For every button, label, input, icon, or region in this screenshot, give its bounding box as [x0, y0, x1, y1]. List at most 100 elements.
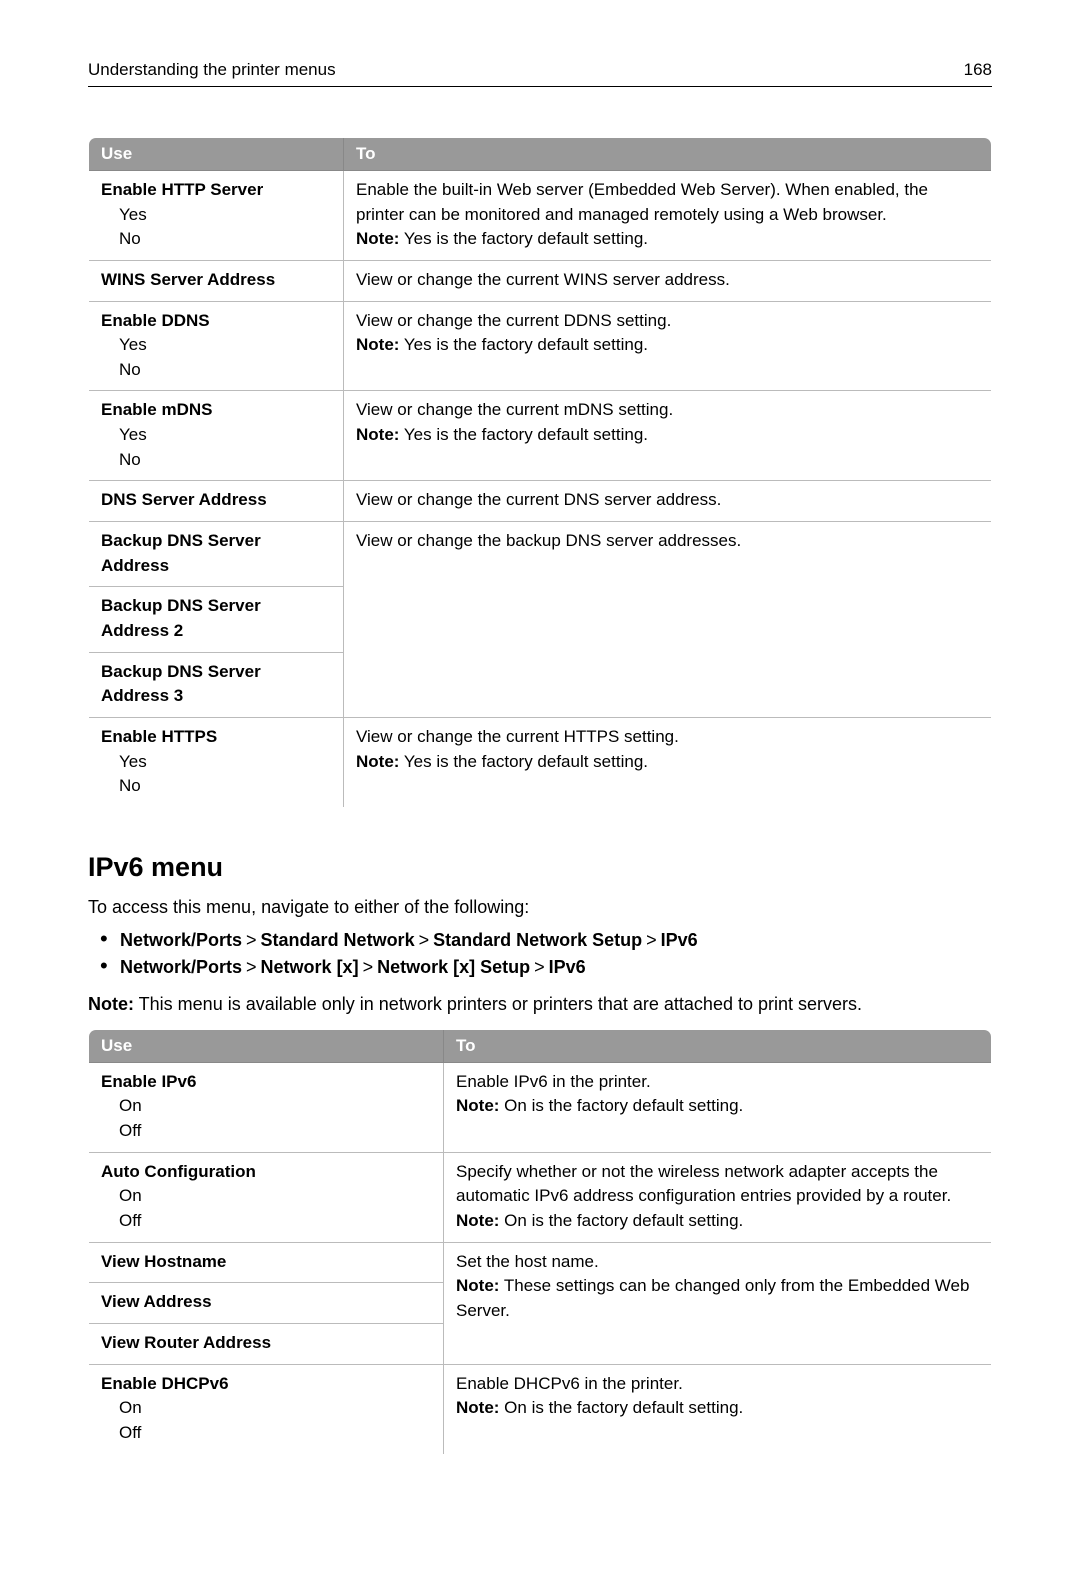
setting-title: Enable IPv6: [101, 1072, 196, 1091]
nav-separator: >: [242, 957, 261, 977]
note-label: Note:: [88, 994, 134, 1014]
col-header-use: Use: [89, 138, 344, 171]
use-cell: Auto ConfigurationOnOff: [89, 1152, 444, 1242]
to-cell: View or change the current DNS server ad…: [344, 481, 992, 522]
nav-separator: >: [359, 957, 378, 977]
setting-title: Enable DDNS: [101, 311, 210, 330]
setting-note: Note: Yes is the factory default setting…: [356, 423, 979, 448]
nav-separator: >: [530, 957, 549, 977]
use-cell: DNS Server Address: [89, 481, 344, 522]
nav-segment: Network [x] Setup: [377, 957, 530, 977]
to-cell: Set the host name.Note: These settings c…: [444, 1242, 992, 1364]
table-header-row: Use To: [89, 1029, 992, 1062]
setting-title: Enable DHCPv6: [101, 1374, 229, 1393]
nav-segment: IPv6: [661, 930, 698, 950]
use-cell: Backup DNS Server Address: [89, 522, 344, 587]
section-intro: To access this menu, navigate to either …: [88, 897, 992, 918]
col-header-to: To: [344, 138, 992, 171]
table-row: WINS Server Address View or change the cu…: [89, 260, 992, 301]
to-cell: Enable the built-in Web server (Embedded…: [344, 171, 992, 261]
setting-note: Note: These settings can be changed only…: [456, 1274, 979, 1323]
settings-table-2: Use To Enable IPv6OnOffEnable IPv6 in th…: [88, 1029, 992, 1455]
setting-description: Enable DHCPv6 in the printer.: [456, 1372, 979, 1397]
section-heading-ipv6: IPv6 menu: [88, 852, 992, 883]
note-text: This menu is available only in network p…: [134, 994, 862, 1014]
to-cell: View or change the current mDNS setting.…: [344, 391, 992, 481]
table-row: Auto ConfigurationOnOffSpecify whether o…: [89, 1152, 992, 1242]
table-row: Backup DNS Server Address View or change …: [89, 522, 992, 587]
setting-option: Off: [101, 1421, 431, 1446]
section-note: Note: This menu is available only in net…: [88, 994, 992, 1015]
setting-description: View or change the current HTTPS setting…: [356, 725, 979, 750]
to-cell: View or change the backup DNS server add…: [344, 522, 992, 718]
nav-segment: Network/Ports: [120, 957, 242, 977]
setting-title: Backup DNS Server Address: [101, 531, 261, 575]
page-header: Understanding the printer menus 168: [88, 60, 992, 87]
setting-option: Yes: [101, 333, 331, 358]
use-cell: Enable DHCPv6OnOff: [89, 1364, 444, 1454]
setting-description: View or change the current WINS server a…: [356, 268, 979, 293]
nav-segment: Network/Ports: [120, 930, 242, 950]
setting-option: No: [101, 774, 331, 799]
setting-title: DNS Server Address: [101, 490, 267, 509]
to-cell: View or change the current WINS server a…: [344, 260, 992, 301]
use-cell: WINS Server Address: [89, 260, 344, 301]
use-cell: View Address: [89, 1283, 444, 1324]
setting-option: No: [101, 358, 331, 383]
nav-segment: IPv6: [549, 957, 586, 977]
setting-note: Note: Yes is the factory default setting…: [356, 227, 979, 252]
setting-title: View Hostname: [101, 1252, 226, 1271]
table-row: Enable HTTPSYesNo View or change the curr…: [89, 717, 992, 807]
use-cell: Backup DNS Server Address 3: [89, 652, 344, 717]
setting-description: View or change the current DDNS setting.: [356, 309, 979, 334]
use-cell: View Hostname: [89, 1242, 444, 1283]
setting-description: View or change the current mDNS setting.: [356, 398, 979, 423]
table-header-row: Use To: [89, 138, 992, 171]
nav-path-item: Network/Ports>Network [x]>Network [x] Se…: [120, 957, 992, 978]
setting-option: No: [101, 227, 331, 252]
nav-path-item: Network/Ports>Standard Network>Standard …: [120, 930, 992, 951]
to-cell: Specify whether or not the wireless netw…: [444, 1152, 992, 1242]
use-cell: Enable HTTPSYesNo: [89, 717, 344, 807]
col-header-to: To: [444, 1029, 992, 1062]
nav-separator: >: [242, 930, 261, 950]
setting-note: Note: On is the factory default setting.: [456, 1094, 979, 1119]
setting-title: Enable HTTP Server: [101, 180, 263, 199]
use-cell: View Router Address: [89, 1323, 444, 1364]
setting-option: Yes: [101, 423, 331, 448]
setting-title: Auto Configuration: [101, 1162, 256, 1181]
table-row: Enable IPv6OnOff Enable IPv6 in the print…: [89, 1062, 992, 1152]
setting-description: Set the host name.: [456, 1250, 979, 1275]
setting-title: View Router Address: [101, 1333, 271, 1352]
setting-title: Backup DNS Server Address 3: [101, 662, 261, 706]
setting-option: No: [101, 448, 331, 473]
setting-option: On: [101, 1184, 431, 1209]
table-row: View HostnameSet the host name.Note: The…: [89, 1242, 992, 1283]
table-row: Enable DHCPv6OnOff Enable DHCPv6 in the p…: [89, 1364, 992, 1454]
setting-description: Enable IPv6 in the printer.: [456, 1070, 979, 1095]
nav-separator: >: [415, 930, 434, 950]
page-number: 168: [964, 60, 992, 80]
page: Understanding the printer menus 168 Use …: [0, 0, 1080, 1579]
header-title: Understanding the printer menus: [88, 60, 336, 80]
setting-option: Yes: [101, 750, 331, 775]
table-row: DNS Server Address View or change the cur…: [89, 481, 992, 522]
setting-description: View or change the backup DNS server add…: [356, 529, 979, 554]
to-cell: View or change the current HTTPS setting…: [344, 717, 992, 807]
use-cell: Enable mDNS YesNo: [89, 391, 344, 481]
nav-separator: >: [642, 930, 661, 950]
settings-table-1: Use To Enable HTTP ServerYesNoEnable the…: [88, 137, 992, 808]
nav-segment: Network [x]: [261, 957, 359, 977]
use-cell: Enable HTTP ServerYesNo: [89, 171, 344, 261]
col-header-use: Use: [89, 1029, 444, 1062]
nav-segment: Standard Network Setup: [433, 930, 642, 950]
setting-title: Enable mDNS: [101, 400, 212, 419]
table-row: Enable HTTP ServerYesNoEnable the built-…: [89, 171, 992, 261]
use-cell: Backup DNS Server Address 2: [89, 587, 344, 652]
to-cell: View or change the current DDNS setting.…: [344, 301, 992, 391]
use-cell: Enable IPv6OnOff: [89, 1062, 444, 1152]
setting-title: Backup DNS Server Address 2: [101, 596, 261, 640]
setting-note: Note: Yes is the factory default setting…: [356, 750, 979, 775]
setting-note: Note: Yes is the factory default setting…: [356, 333, 979, 358]
setting-note: Note: On is the factory default setting.: [456, 1209, 979, 1234]
